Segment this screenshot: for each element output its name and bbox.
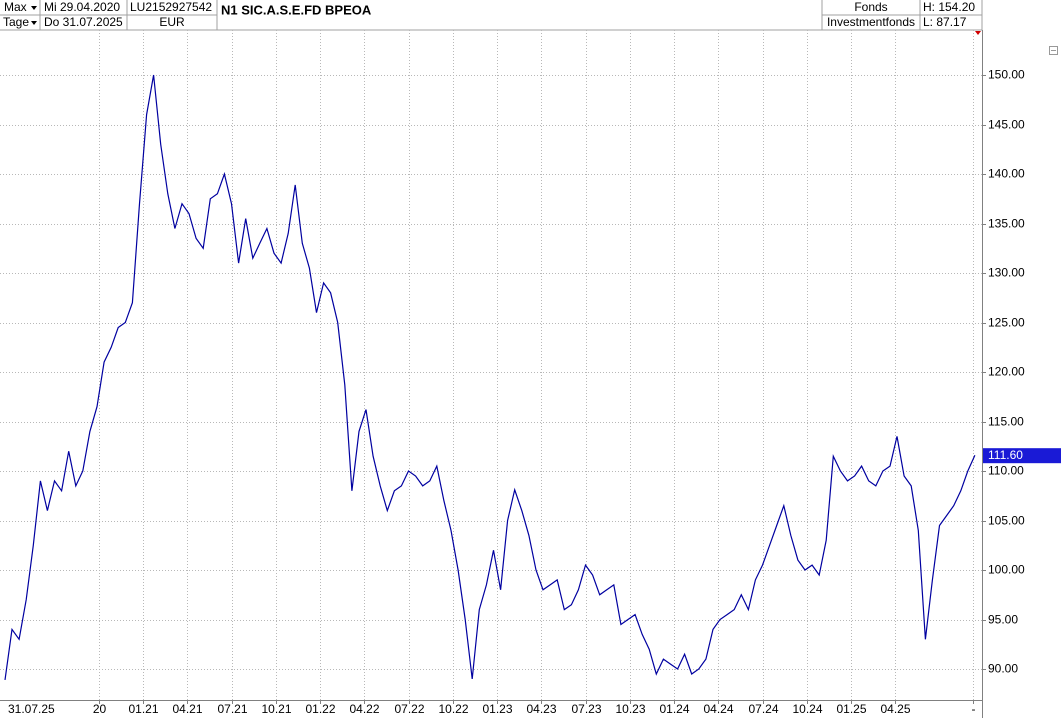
x-tick-label: 10.23: [615, 702, 645, 716]
dropdown-arrow[interactable]: [31, 21, 37, 25]
x-tick-label: 04.24: [703, 702, 733, 716]
y-tick-label: 115.00: [988, 415, 1024, 429]
dropdown-arrow[interactable]: [31, 6, 37, 10]
fund-kind: Fonds: [854, 0, 887, 14]
x-corner-label: 31.07.25: [8, 702, 55, 716]
x-tick-label: 07.21: [217, 702, 247, 716]
start-date[interactable]: Mi 29.04.2020: [44, 0, 120, 14]
y-tick-label: 110.00: [988, 464, 1024, 478]
isin: LU2152927542: [130, 0, 212, 14]
x-tick-label: 20: [93, 702, 107, 716]
grid: [0, 30, 982, 700]
y-tick-label: 90.00: [988, 662, 1018, 676]
y-tick-label: 150.00: [988, 68, 1025, 82]
x-tick-label: 01.21: [128, 702, 158, 716]
last-value-badge: [983, 448, 1061, 464]
y-tick-label: 130.00: [988, 266, 1025, 280]
fund-subkind: Investmentfonds: [827, 15, 915, 29]
y-tick-label: 120.00: [988, 365, 1025, 379]
low-value: L: 87.17: [923, 15, 967, 29]
x-tick-label: -: [972, 702, 976, 716]
end-date[interactable]: Do 31.07.2025: [44, 15, 123, 29]
x-tick-label: 10.21: [261, 702, 291, 716]
y-tick-label: 145.00: [988, 118, 1025, 132]
x-tick-label: 10.24: [792, 702, 822, 716]
x-tick-label: 04.23: [526, 702, 556, 716]
y-tick-label: 135.00: [988, 217, 1025, 231]
price-line: [4, 74, 976, 680]
x-tick-label: 07.23: [571, 702, 601, 716]
y-tick-label: 125.00: [988, 316, 1025, 330]
last-value-label: 111.60: [988, 448, 1023, 462]
x-tick-label: 04.21: [172, 702, 202, 716]
x-tick-label: 07.22: [394, 702, 424, 716]
x-tick-label: 01.24: [659, 702, 689, 716]
currency: EUR: [159, 15, 185, 29]
x-tick-label: 01.22: [305, 702, 335, 716]
y-tick-label: 140.00: [988, 167, 1025, 181]
x-tick-label: 07.24: [748, 702, 778, 716]
marker-triangle: [975, 31, 981, 35]
y-tick-label: 95.00: [988, 613, 1018, 627]
y-tick-label: 105.00: [988, 514, 1025, 528]
high-value: H: 154.20: [923, 0, 975, 14]
x-tick-label: 10.22: [438, 702, 468, 716]
x-tick-label: 04.25: [880, 702, 910, 716]
header-grid: [0, 0, 983, 31]
y-tick-label: 100.00: [988, 563, 1025, 577]
fund-name: N1 SIC.A.S.E.FD BPEOA: [221, 2, 372, 17]
period-select[interactable]: Max: [4, 0, 27, 14]
unit-select[interactable]: Tage: [3, 15, 29, 29]
x-tick-label: 01.23: [482, 702, 512, 716]
x-tick-label: 01.25: [836, 702, 866, 716]
x-tick-label: 04.22: [349, 702, 379, 716]
